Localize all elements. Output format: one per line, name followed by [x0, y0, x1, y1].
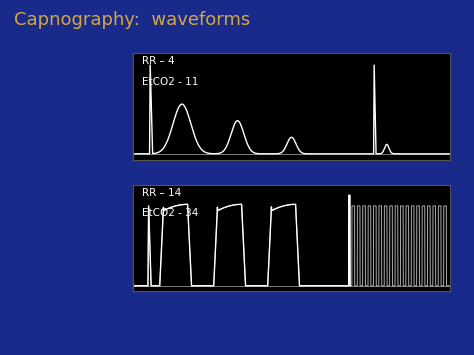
Text: RR – 14: RR – 14: [142, 188, 182, 198]
Text: RR – 4: RR – 4: [142, 56, 175, 66]
Text: Capnography:  waveforms: Capnography: waveforms: [14, 11, 250, 29]
Text: EtCO2 - 11: EtCO2 - 11: [142, 77, 199, 87]
Text: EtCO2 - 34: EtCO2 - 34: [142, 208, 199, 218]
